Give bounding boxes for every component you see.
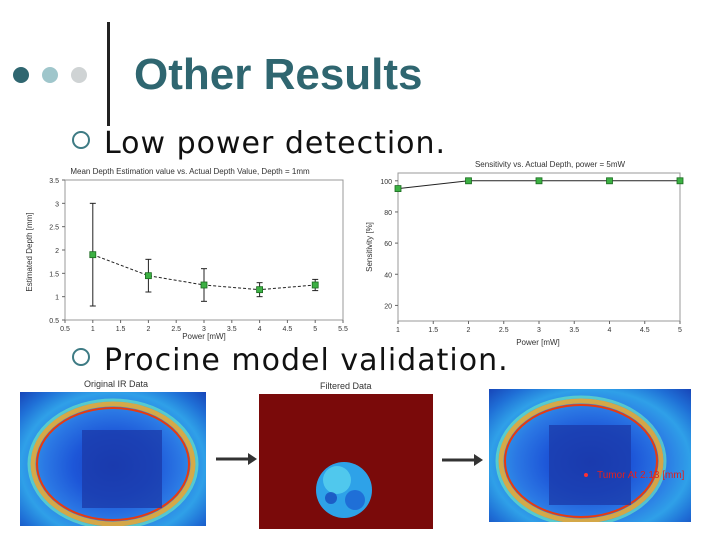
filtered-data-caption: Filtered Data: [320, 381, 372, 391]
data-point: [465, 177, 472, 185]
chart-frame: [397, 172, 681, 322]
x-tick-label: 5: [678, 327, 682, 334]
x-tick-label: 3: [202, 326, 206, 333]
x-tick-label: 1: [91, 326, 95, 333]
data-point: [200, 281, 208, 289]
y-tick-label: 1.5: [49, 271, 59, 278]
y-tick-label: 20: [384, 303, 392, 310]
x-axis-label: Power [mW]: [516, 338, 560, 347]
header-dot-3: [71, 67, 87, 83]
x-tick-label: 1: [396, 327, 400, 334]
tumor-depth-label: Tumor At 2.13 [mm]: [597, 470, 685, 481]
sensitivity-chart: Sensitivity vs. Actual Depth, power = 5m…: [365, 160, 684, 347]
arrow-right-icon: [216, 453, 257, 465]
header-dot-1: [13, 67, 29, 83]
bullet-text: Low power detection.: [104, 126, 447, 161]
data-point: [256, 286, 264, 294]
x-tick-label: 2.5: [499, 327, 509, 334]
original-ir-image: [20, 392, 206, 526]
header-dot-2: [42, 67, 58, 83]
x-tick-label: 2.5: [171, 326, 181, 333]
y-tick-label: 3.5: [49, 178, 59, 185]
y-tick-label: 2.5: [49, 225, 59, 232]
data-point: [676, 177, 684, 185]
depth-estimation-chart: Mean Depth Estimation value vs. Actual D…: [25, 167, 348, 341]
x-tick-label: 2: [146, 326, 150, 333]
arrow-right-icon: [442, 454, 483, 466]
x-tick-label: 4: [608, 327, 612, 334]
filtered-data-image: [259, 394, 433, 529]
y-tick-label: 80: [384, 210, 392, 217]
x-tick-label: 1.5: [116, 326, 126, 333]
x-tick-label: 5: [313, 326, 317, 333]
data-point: [145, 272, 152, 280]
x-tick-label: 3.5: [227, 326, 237, 333]
data-point: [606, 177, 613, 185]
bullet-icon: [72, 131, 90, 149]
x-tick-label: 3: [537, 327, 541, 334]
x-tick-label: 0.5: [60, 326, 70, 333]
x-tick-label: 4.5: [283, 326, 293, 333]
bullet-low-power: Low power detection.: [72, 126, 446, 161]
data-point: [89, 251, 97, 259]
y-tick-label: 0.5: [49, 318, 59, 325]
data-point: [394, 185, 402, 192]
y-tick-label: 40: [384, 272, 392, 279]
slide-title: Other Results: [134, 50, 423, 99]
bullet-procine: Procine model validation.: [72, 343, 509, 378]
x-tick-label: 4: [258, 326, 262, 333]
y-tick-label: 2: [55, 248, 59, 255]
x-tick-label: 4.5: [640, 327, 650, 334]
y-tick-label: 1: [55, 295, 59, 302]
y-tick-label: 60: [384, 241, 392, 248]
x-tick-label: 2: [467, 327, 471, 334]
y-tick-label: 3: [55, 201, 59, 208]
chart-title: Mean Depth Estimation value vs. Actual D…: [70, 167, 310, 176]
original-ir-caption: Original IR Data: [84, 379, 149, 389]
y-tick-label: 100: [380, 179, 392, 186]
data-point: [311, 281, 319, 289]
x-tick-label: 3.5: [569, 327, 579, 334]
bullet-icon: [72, 348, 90, 366]
data-point: [535, 177, 543, 185]
x-tick-label: 5.5: [338, 326, 348, 333]
y-axis-label: Sensitivity [%]: [365, 222, 374, 272]
bullet-text: Procine model validation.: [104, 343, 509, 378]
y-axis-label: Estimated Depth [mm]: [25, 212, 34, 291]
x-tick-label: 1.5: [428, 327, 438, 334]
header-divider: [107, 22, 110, 126]
x-axis-label: Power [mW]: [182, 332, 226, 341]
chart-title: Sensitivity vs. Actual Depth, power = 5m…: [475, 160, 626, 169]
tumor-overlay-image: [489, 389, 691, 522]
